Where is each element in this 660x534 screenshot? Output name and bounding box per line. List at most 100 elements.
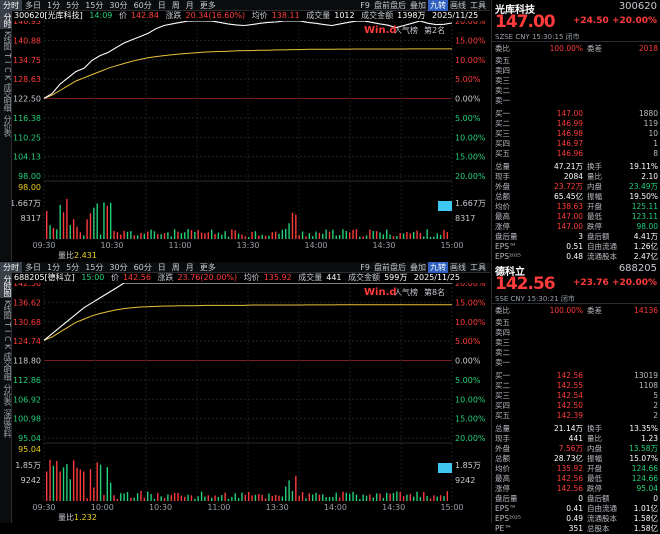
pct-tick-label: 0.00%	[455, 95, 481, 104]
volume-bar	[89, 469, 92, 501]
side-tab[interactable]: 分价表	[3, 384, 12, 406]
volume-bar	[345, 492, 348, 501]
side-tab[interactable]: C	[3, 335, 12, 341]
tab-timeframe[interactable]: 15分	[85, 1, 104, 10]
stat-row: EPS²⁰²⁵ 0.49 流通股本 1.58亿	[495, 514, 658, 523]
toolbar-right: F9 盘前盘后 叠加 九转 画线 工具	[358, 0, 488, 11]
draw-line-button[interactable]: 画线	[450, 1, 466, 10]
tab-timeframe[interactable]: 30分	[109, 1, 128, 10]
overlay-button[interactable]: 叠加	[410, 1, 426, 10]
stat-row: EPS™ 0.51 自由流通 1.26亿	[495, 242, 658, 251]
volume-bar	[224, 492, 226, 501]
vol-tick-label: 1.85万	[455, 461, 481, 470]
volume-bar	[251, 231, 253, 239]
volume-bar	[56, 229, 58, 239]
tab-timeframe[interactable]: 多日	[25, 1, 41, 10]
bid-row: 买四 146.97 1	[495, 139, 658, 148]
tab-timeframe[interactable]: 60分	[133, 1, 152, 10]
y-tick-label: 106.92	[13, 395, 41, 404]
draw-line-button[interactable]: 画线	[450, 263, 466, 272]
tab-timeframe[interactable]: 日	[157, 263, 166, 272]
side-tab[interactable]: 分时	[0, 11, 12, 29]
tab-timeframe[interactable]: 多日	[25, 263, 41, 272]
time-label: 15:00	[440, 241, 463, 250]
bid-row: 买二 146.99 119	[495, 119, 658, 128]
volume-bar	[66, 198, 68, 239]
volume-bar	[345, 231, 348, 239]
stat-row: 外盘 7.56万 内盘 13.58万	[495, 444, 658, 453]
prepost-button[interactable]: 盘前盘后	[374, 263, 406, 272]
volume-bar	[322, 494, 324, 501]
nine-turn-button[interactable]: 九转	[428, 0, 448, 11]
f9-button[interactable]: F9	[360, 1, 370, 10]
volume-bar	[140, 491, 142, 501]
tab-timeframe[interactable]: 5分	[66, 1, 80, 10]
tab-timeframe[interactable]: 月	[185, 263, 194, 272]
tab-timeframe[interactable]: 分时	[0, 262, 22, 273]
vol-tick-label: 8317	[455, 214, 475, 223]
volume-bar	[268, 493, 270, 501]
volume-bar	[207, 232, 209, 239]
side-tab[interactable]: 分价表	[3, 115, 12, 137]
side-tab[interactable]: K线图	[3, 31, 12, 50]
volume-bar	[298, 495, 300, 501]
tab-timeframe[interactable]: 30分	[109, 263, 128, 272]
side-tab[interactable]: 深度资料	[3, 409, 12, 438]
tab-timeframe[interactable]: 分时	[0, 0, 22, 11]
tab-timeframe[interactable]: 1分	[47, 1, 61, 10]
volume-bar	[237, 498, 240, 501]
volume-bar	[133, 497, 135, 501]
tab-timeframe[interactable]: 更多	[199, 263, 216, 272]
tab-timeframe[interactable]: 60分	[133, 263, 152, 272]
volume-bar	[439, 234, 442, 239]
volume-bar	[315, 492, 317, 501]
volume-bar	[167, 232, 169, 239]
volume-bar	[69, 225, 71, 239]
intraday-chart[interactable]: 142.56 20.00% 136.62 15.00% 130.68 10.00% 124.…	[12, 283, 490, 523]
tab-timeframe[interactable]: 月	[185, 1, 194, 10]
y-tick-label: 122.50	[13, 95, 41, 104]
side-tab[interactable]: T	[3, 53, 12, 58]
volume-bar	[173, 492, 176, 501]
side-tab[interactable]: K	[3, 75, 12, 80]
stat-row: 最高 147.00 最低 123.11	[495, 212, 658, 221]
tab-timeframe[interactable]: 日	[157, 1, 166, 10]
tools-button[interactable]: 工具	[470, 1, 486, 10]
tab-timeframe[interactable]: 更多	[199, 1, 216, 10]
tab-timeframe[interactable]: 15分	[85, 263, 104, 272]
time-label: 13:30	[236, 241, 259, 250]
volume-bar	[130, 497, 132, 501]
tab-timeframe[interactable]: 周	[171, 263, 180, 272]
side-tab[interactable]: I	[3, 61, 12, 63]
volume-bar	[433, 236, 435, 239]
tab-timeframe[interactable]: 周	[171, 1, 180, 10]
tab-timeframe[interactable]: 5分	[66, 263, 80, 272]
intraday-chart[interactable]: 146.93 20.00% 140.88 15.00% 134.75 10.00% 128.…	[12, 21, 490, 261]
tools-button[interactable]: 工具	[470, 263, 486, 272]
volume-bar	[268, 235, 270, 239]
side-tabs: 分时 K线图 T I C K 成交明细 分价表	[0, 11, 12, 261]
volume-bar	[194, 231, 196, 239]
side-tab[interactable]: 成交明细	[3, 83, 12, 112]
volume-bar	[99, 234, 102, 239]
volume-bar	[180, 495, 183, 501]
side-tab[interactable]: C	[3, 66, 12, 72]
overlay-button[interactable]: 叠加	[410, 263, 426, 272]
side-tab[interactable]: 分时图	[0, 273, 12, 298]
time-label: 15:00	[440, 503, 463, 512]
volume-bar	[72, 460, 75, 501]
tab-timeframe[interactable]: 1分	[47, 263, 61, 272]
y-tick-label: 146.93	[13, 21, 41, 26]
volume-bar	[163, 498, 166, 501]
volume-bar	[308, 233, 310, 239]
side-tab[interactable]: 成交明细	[3, 352, 12, 381]
side-tab[interactable]: T	[3, 322, 12, 327]
f9-button[interactable]: F9	[360, 263, 370, 272]
pct-tick-label: 20.00%	[455, 434, 486, 443]
cyan-marker	[438, 463, 452, 473]
side-tab[interactable]: K线图	[3, 300, 12, 319]
side-tab[interactable]: I	[3, 330, 12, 332]
nine-turn-button[interactable]: 九转	[428, 262, 448, 273]
side-tab[interactable]: K	[3, 344, 12, 349]
prepost-button[interactable]: 盘前盘后	[374, 1, 406, 10]
